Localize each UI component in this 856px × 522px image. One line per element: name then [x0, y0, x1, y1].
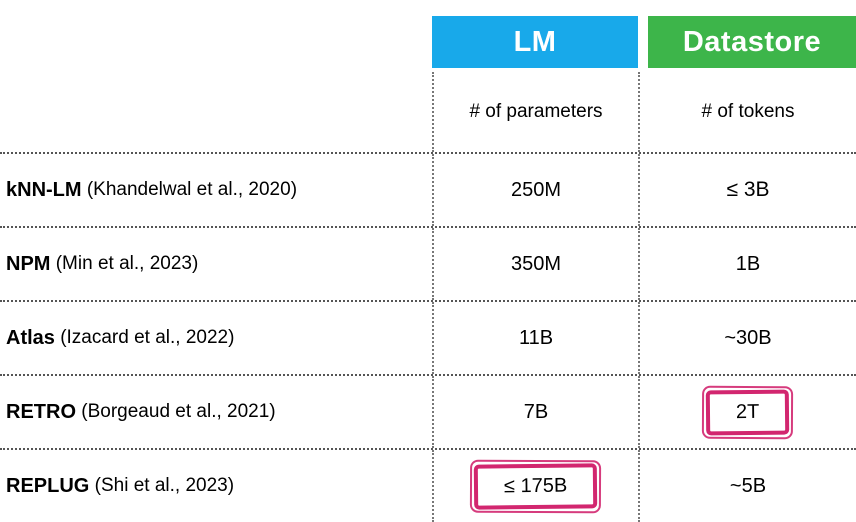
tokens-cell: ≤ 3B [638, 154, 856, 226]
params-cell: 250M [432, 154, 638, 226]
model-cell: NPM (Min et al., 2023) [0, 228, 432, 300]
params-value: ≤ 175B [504, 474, 568, 497]
model-citation: (Borgeaud et al., 2021) [81, 401, 276, 422]
tokens-column-header: # of tokens [638, 72, 856, 152]
model-name: kNN-LM [6, 178, 82, 201]
lm-header-cell: LM [432, 0, 638, 72]
table-row: kNN-LM (Khandelwal et al., 2020) 250M ≤ … [0, 152, 856, 226]
datastore-header-cell: Datastore [638, 0, 856, 72]
tokens-cell: ~30B [638, 302, 856, 374]
params-cell: 350M [432, 228, 638, 300]
tokens-cell: 1B [638, 228, 856, 300]
model-cell: Atlas (Izacard et al., 2022) [0, 302, 432, 374]
model-citation: (Izacard et al., 2022) [60, 327, 235, 348]
params-value: 250M [510, 178, 562, 201]
header-spacer [0, 0, 432, 72]
model-citation: (Shi et al., 2023) [94, 475, 235, 496]
model-citation: (Min et al., 2023) [55, 253, 199, 274]
params-column-header: # of parameters [432, 72, 638, 152]
subheader-spacer [0, 72, 432, 152]
model-name: RETRO [6, 400, 76, 423]
highlight-box: 2T [706, 389, 790, 435]
table-row: REPLUG (Shi et al., 2023) ≤ 175B ~5B [0, 448, 856, 522]
tokens-cell: ~5B [638, 450, 856, 522]
params-value: 350M [510, 252, 562, 275]
tokens-value: ~5B [729, 474, 767, 497]
tokens-cell: 2T [638, 376, 856, 448]
tokens-value: ≤ 3B [726, 178, 770, 201]
datastore-badge: Datastore [648, 16, 856, 68]
model-name: REPLUG [6, 474, 90, 497]
params-cell: 7B [432, 376, 638, 448]
lm-badge: LM [432, 16, 638, 68]
model-name: NPM [6, 252, 51, 275]
model-cell: REPLUG (Shi et al., 2023) [0, 450, 432, 522]
params-cell: ≤ 175B [432, 450, 638, 522]
model-cell: RETRO (Borgeaud et al., 2021) [0, 376, 432, 448]
model-citation: (Khandelwal et al., 2020) [86, 179, 298, 200]
table-row: NPM (Min et al., 2023) 350M 1B [0, 226, 856, 300]
subheader-row: # of parameters # of tokens [0, 72, 856, 152]
params-value: 7B [523, 400, 549, 423]
highlight-box: ≤ 175B [474, 462, 598, 510]
tokens-value: ~30B [724, 326, 772, 349]
model-name: Atlas [6, 326, 55, 349]
table-row: Atlas (Izacard et al., 2022) 11B ~30B [0, 300, 856, 374]
model-cell: kNN-LM (Khandelwal et al., 2020) [0, 154, 432, 226]
params-cell: 11B [432, 302, 638, 374]
tokens-value: 2T [736, 400, 760, 423]
table-row: RETRO (Borgeaud et al., 2021) 7B 2T [0, 374, 856, 448]
tokens-value: 1B [735, 252, 761, 275]
params-value: 11B [518, 326, 554, 349]
header-badges-row: LM Datastore [0, 0, 856, 72]
